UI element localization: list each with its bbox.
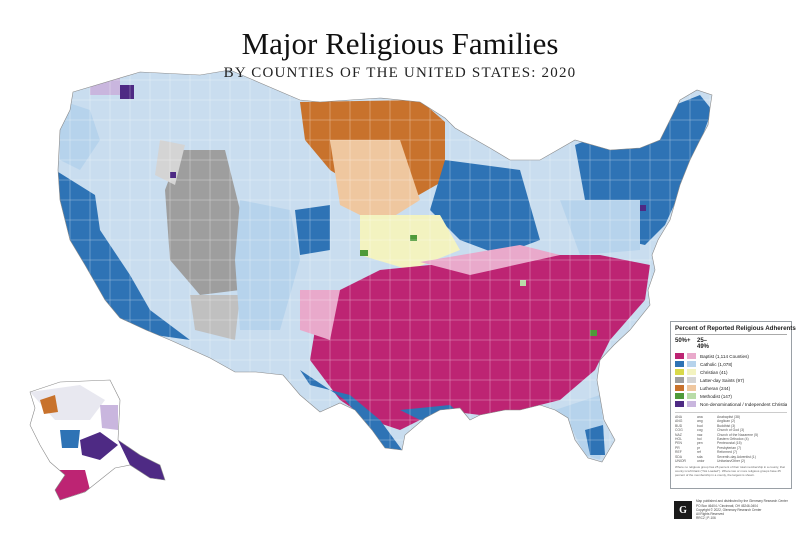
- glenmary-logo-icon: G: [674, 501, 692, 519]
- publisher-block: G Map published and distributed by the G…: [670, 488, 792, 531]
- legend-col-high: 50%+: [675, 338, 691, 344]
- swatch-lutheran-high: [675, 385, 684, 391]
- publisher-line: Map published and distributed by the Gle…: [696, 499, 788, 504]
- legend-item-catholic: Catholic (1,078): [675, 360, 787, 368]
- abbr-code-high: PR: [675, 445, 680, 450]
- legend-label: Latter-day Saints (97): [700, 377, 745, 383]
- abbr-code-high: PEN: [675, 441, 682, 446]
- abbr-code-mid: cog: [697, 428, 703, 433]
- legend-item-christian: Christian (41): [675, 368, 787, 376]
- abbreviation-list: ANA ana Anabaptist (38) ANG ang Anglican (2)…: [675, 412, 787, 463]
- swatch-baptist-mid: [687, 353, 696, 359]
- map-title: Major Religious Families: [241, 26, 559, 61]
- swatch-christian-mid: [687, 369, 696, 375]
- swatch-methodist-high: [675, 393, 684, 399]
- abbr-label: Pentecostal (15): [717, 441, 742, 446]
- lower-48-outline: [57, 69, 713, 463]
- legend-col-mid: 25–49%: [697, 338, 710, 350]
- abbr-code-mid: sda: [697, 454, 703, 459]
- abbr-label: Anglican (2): [717, 419, 736, 424]
- legend-item-latter-day-saints: Latter-day Saints (97): [675, 376, 787, 384]
- abbr-label: Eastern Orthodox (4): [717, 437, 749, 442]
- abbr-code-high: BUD: [675, 423, 683, 428]
- abbr-label: Church of the Nazarene (5): [717, 432, 759, 437]
- swatch-catholic-mid: [687, 361, 696, 367]
- abbr-code-high: ANA: [675, 415, 682, 419]
- legend-label: Methodist (147): [700, 393, 732, 399]
- abbr-code-high: COG: [675, 428, 683, 433]
- abbr-code-mid: pr: [697, 445, 701, 450]
- swatch-lutheran-mid: [687, 385, 696, 391]
- legend-item-baptist: Baptist (1,114 Counties): [675, 352, 787, 360]
- legend-item-methodist: Methodist (147): [675, 392, 787, 400]
- abbr-code-high: NAZ: [675, 432, 682, 437]
- abbr-code-mid: ang: [697, 419, 703, 424]
- map-subtitle: BY COUNTIES OF THE UNITED STATES: 2020: [223, 65, 577, 81]
- abbr-label: Church of God (3): [717, 428, 745, 433]
- abbr-code-high: ANG: [675, 419, 683, 424]
- swatch-lds-high: [675, 377, 684, 383]
- abbr-code-mid: ref: [697, 450, 701, 455]
- legend-label: Non-denominational / Independent Christi…: [700, 401, 787, 407]
- abbr-label: Presbyterian (7): [717, 445, 742, 450]
- publisher-text: Map published and distributed by the Gle…: [696, 499, 788, 520]
- abbr-code-mid: hol: [697, 437, 702, 442]
- publisher-line: All Rights Reserved: [696, 512, 724, 517]
- swatch-baptist-high: [675, 353, 684, 359]
- legend-column-headers: 50%+ 25–49%: [675, 338, 787, 350]
- swatch-christian-high: [675, 369, 684, 375]
- publisher-code: RRC2 | P-106: [696, 516, 716, 521]
- legend-label: Lutheran (244): [700, 385, 731, 391]
- swatch-catholic-high: [675, 361, 684, 367]
- abbr-label: Anabaptist (38): [717, 415, 740, 419]
- swatch-nondenominational-high: [675, 401, 684, 407]
- swatch-nondenominational-mid: [687, 401, 696, 407]
- lower-48-region: [58, 70, 712, 462]
- abbr-code-mid: naz: [697, 432, 703, 437]
- swatch-methodist-mid: [687, 393, 696, 399]
- abbr-label: Seventh-day Adventist (1): [717, 454, 756, 459]
- swatch-lds-mid: [687, 377, 696, 383]
- legend-label: Baptist (1,114 Counties): [700, 353, 749, 359]
- publisher-line: PO Box 46404 / Cincinnati, OH 45246-0404: [696, 503, 758, 508]
- abbr-code-mid: ana: [697, 415, 703, 419]
- legend-note: Where no religious group has 25 percent …: [675, 465, 785, 478]
- publisher-line: Copyright © 2022, Glenmary Research Cent…: [696, 507, 762, 512]
- abbr-code-high: UNIOR: [675, 459, 686, 464]
- alaska-outline: [29, 379, 166, 501]
- abbr-code-mid: unior: [697, 459, 705, 464]
- abbr-label: Buddhist (3): [717, 423, 736, 428]
- abbr-code-high: REF: [675, 450, 682, 455]
- abbr-label: Reformed (7): [717, 450, 737, 455]
- legend-label: Christian (41): [700, 369, 728, 375]
- abbr-code-high: SDA: [675, 454, 682, 459]
- legend-item-nondenominational: Non-denominational / Independent Christi…: [675, 400, 787, 408]
- abbr-code-high: HOL: [675, 437, 682, 442]
- abbr-label: Unitarian/Other (2): [717, 459, 746, 464]
- alaska-region: [30, 380, 165, 500]
- legend-label: Catholic (1,078): [700, 361, 733, 367]
- legend-item-lutheran: Lutheran (244): [675, 384, 787, 392]
- legend-title: Percent of Reported Religious Adherents: [675, 325, 796, 335]
- abbr-code-mid: pen: [697, 441, 703, 446]
- abbr-code-mid: bud: [697, 423, 703, 428]
